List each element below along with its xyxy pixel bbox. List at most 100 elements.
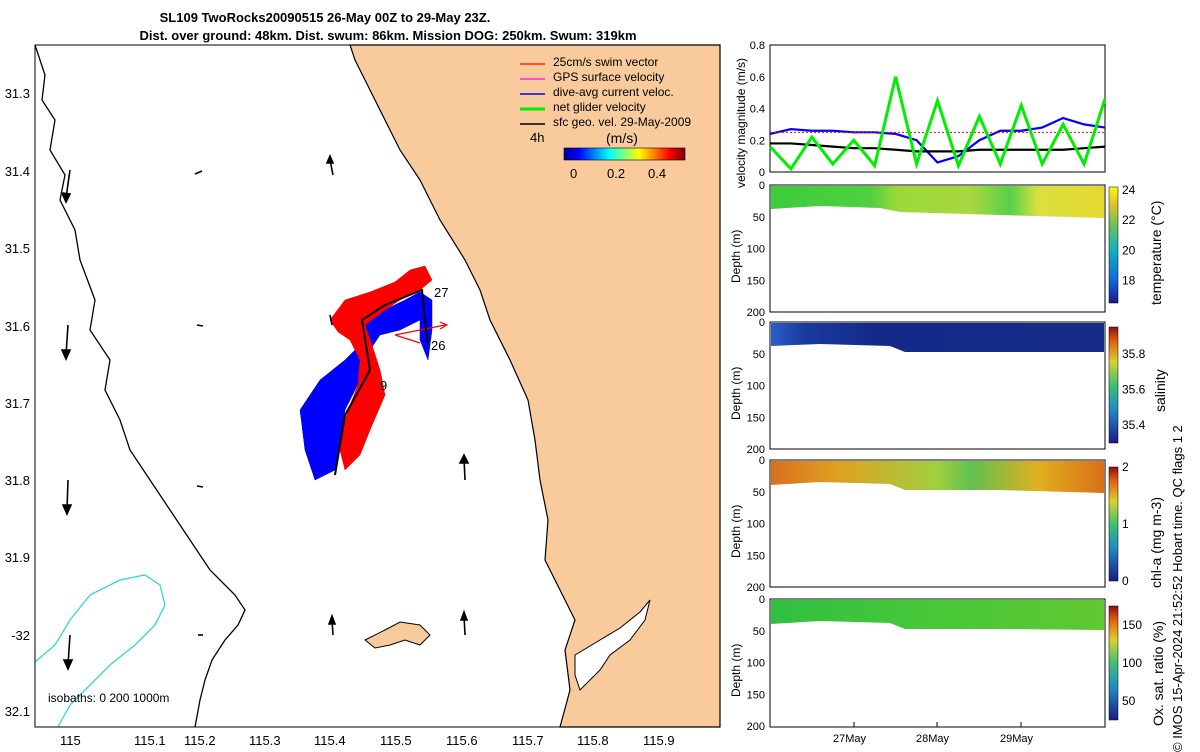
depth-tick: 100 [747, 658, 765, 670]
map-colorbar [563, 147, 686, 161]
chla-band [771, 461, 1104, 493]
velocity-y-tick: 0.6 [750, 72, 765, 84]
colorbar-tick: 1 [1122, 517, 1129, 531]
map-legend: 25cm/s swim vector GPS surface velocity … [520, 55, 691, 129]
rottnest-island [364, 621, 431, 649]
depth-tick: 50 [753, 212, 765, 224]
red-arrow-26 [394, 321, 449, 344]
colorbar-tick: 22 [1122, 213, 1136, 227]
legend-label: dive-avg current veloc. [553, 85, 674, 99]
x-tick: 115.5 [380, 733, 412, 748]
velocity-y-tick: 0.2 [750, 135, 765, 147]
depth-tick: 200 [747, 721, 765, 733]
velocity-y-tick: 0 [759, 167, 765, 179]
depth-ylabel-chla: Depth (m) [729, 504, 743, 558]
isobath-line [34, 574, 166, 728]
depth-tick: 50 [753, 487, 765, 499]
colorbar-tick: 0.4 [648, 166, 666, 181]
velocity-y-tick: 0.4 [750, 104, 765, 116]
time-label: 9 [380, 378, 387, 393]
time-tick: 28May [916, 733, 950, 745]
map-colorbar-title: (m/s) [606, 130, 638, 146]
depth-tick: 150 [747, 689, 765, 701]
depth-tick: 150 [747, 275, 765, 287]
salinity-cbar-label: salinity [1152, 369, 1168, 412]
temperature-cbar-label: temperature (°C) [1148, 200, 1164, 305]
depth-tick-labels: 0501001502000501001502000501001502000501… [747, 180, 765, 733]
y-tick: 31.5 [5, 241, 30, 256]
depth-tick: 100 [747, 244, 765, 256]
y-tick: -32 [11, 628, 30, 643]
chla-panel [769, 459, 1119, 588]
salinity-band [771, 323, 1104, 352]
y-tick: 31.4 [5, 164, 30, 179]
swim-vector-swath [329, 265, 433, 471]
geo-arrow-head [60, 192, 72, 204]
geo-velocity-arrows [60, 153, 470, 671]
colorbar-tick: 0 [570, 166, 577, 181]
figure-title-line1: SL109 TwoRocks20090515 26-May 00Z to 29-… [159, 10, 491, 25]
depth-ylabel-oxygen: Depth (m) [729, 643, 743, 697]
depth-tick: 150 [747, 550, 765, 562]
map-colorbar-ticks: 0 0.2 0.4 [570, 166, 666, 181]
oxygen-cbar-label: Ox. sat. ratio (%) [1150, 620, 1166, 726]
velocity-panel: 0 0.2 0.4 0.6 0.8 [750, 40, 1107, 179]
depth-tick: 50 [753, 626, 765, 638]
chla-cbar-label: chl-a (mg m-3) [1148, 496, 1164, 588]
map-panel: 4h 27 26 9 25cm/s swim vector GPS surfac… [5, 44, 721, 748]
x-tick: 115.9 [643, 733, 675, 748]
y-tick: 32.1 [5, 704, 30, 719]
legend-label: net glider velocity [553, 100, 646, 114]
salinity-panel [769, 321, 1119, 450]
isobath-label: isobaths: 0 200 1000m [48, 691, 169, 705]
salinity-colorbar [1108, 326, 1119, 444]
y-tick: 31.6 [5, 319, 30, 334]
chla-colorbar [1108, 466, 1119, 582]
depth-tick: 50 [753, 349, 765, 361]
y-tick: 31.3 [5, 86, 30, 101]
time-label: 27 [434, 285, 448, 300]
x-tick: 115.2 [184, 733, 216, 748]
velocity-y-tick: 0.8 [750, 40, 765, 52]
legend-label: sfc geo. vel. 29-May-2009 [553, 115, 691, 129]
colorbar-tick: 2 [1122, 460, 1129, 474]
velocity-series-line [769, 116, 1106, 164]
estuary [574, 599, 651, 691]
map-frame [34, 44, 721, 728]
western-coast-line [34, 44, 246, 728]
depth-tick: 150 [747, 412, 765, 424]
oxygen-panel [769, 598, 1119, 728]
x-tick: 115.7 [512, 733, 544, 748]
geo-arrow-head [325, 153, 335, 164]
geo-arrow [194, 170, 203, 175]
legend-label: GPS surface velocity [553, 70, 664, 84]
depth-ylabel-salinity: Depth (m) [729, 366, 743, 420]
geo-arrow-head [458, 453, 470, 464]
x-tick: 115.4 [314, 733, 346, 748]
geo-arrow-head [61, 504, 73, 516]
colorbar-tick: 35.6 [1122, 382, 1146, 396]
temperature-band [771, 186, 1104, 218]
colorbar-tick: 0 [1122, 574, 1129, 588]
legend-label: 25cm/s swim vector [553, 55, 658, 69]
colorbar-tick: 20 [1122, 243, 1136, 257]
oxygen-colorbar [1108, 605, 1119, 721]
colorbar-tick: 18 [1122, 273, 1136, 287]
geo-arrow [196, 485, 204, 488]
glider-track [334, 288, 429, 476]
map-y-ticks: 31.3 31.4 31.5 31.6 31.7 31.8 31.9 -32 3… [5, 86, 30, 719]
depth-ylabel-temperature: Depth (m) [729, 229, 743, 283]
x-tick: 115.1 [134, 733, 166, 748]
map-x-ticks: 115 115.1 115.2 115.3 115.4 115.5 115.6 … [60, 733, 675, 748]
map-land [349, 44, 721, 728]
x-tick: 115.8 [577, 733, 609, 748]
x-tick: 115 [60, 733, 81, 748]
depth-tick: 200 [747, 582, 765, 594]
y-tick: 31.8 [5, 473, 30, 488]
depth-tick: 200 [747, 444, 765, 456]
geo-arrow [196, 324, 204, 327]
colorbar-tick: 150 [1122, 618, 1142, 632]
depth-tick: 0 [759, 180, 765, 192]
colorbar-tick: 0.2 [607, 166, 625, 181]
